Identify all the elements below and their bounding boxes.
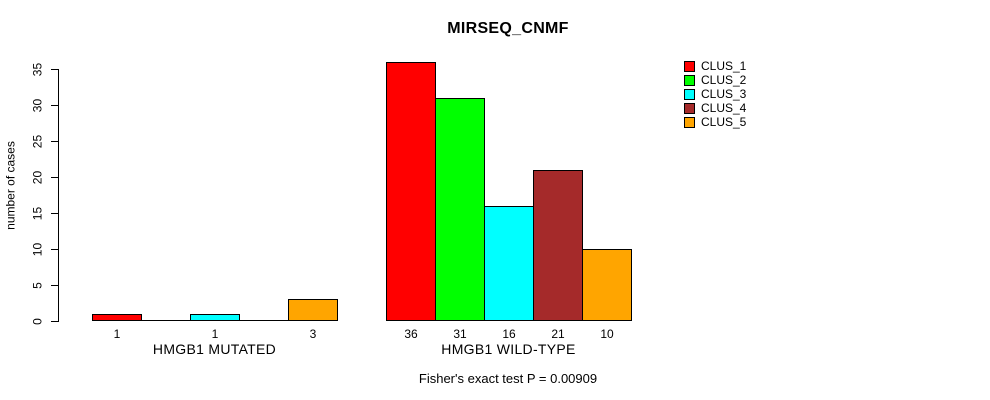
legend-label: CLUS_4 (701, 101, 747, 115)
stat-annotation: Fisher's exact test P = 0.00909 (418, 371, 598, 386)
y-tick (51, 69, 58, 70)
bar-value-label: 1 (211, 327, 219, 341)
y-tick-label: 30 (30, 98, 45, 113)
y-tick-label: 35 (30, 62, 45, 77)
legend-swatch (684, 117, 695, 128)
y-tick (51, 141, 58, 142)
legend-item: CLUS_5 (684, 115, 747, 129)
legend-item: CLUS_1 (684, 59, 747, 73)
legend-swatch (684, 103, 695, 114)
legend: CLUS_1 CLUS_2 CLUS_3 CLUS_4 CLUS_5 (684, 59, 747, 131)
y-axis-label: number of cases (3, 141, 18, 230)
legend-item: CLUS_4 (684, 101, 747, 115)
bar (533, 170, 583, 321)
y-tick-label: 5 (30, 282, 45, 289)
bar (386, 62, 436, 321)
y-tick (51, 285, 58, 286)
legend-label: CLUS_2 (701, 73, 747, 87)
legend-label: CLUS_5 (701, 115, 747, 129)
legend-swatch (684, 89, 695, 100)
y-tick-label: 15 (30, 206, 45, 221)
y-tick-label: 0 (30, 318, 45, 325)
bar-value-label: 1 (113, 327, 121, 341)
legend-swatch (684, 75, 695, 86)
legend-label: CLUS_1 (701, 59, 747, 73)
y-tick (51, 213, 58, 214)
chart-title: MIRSEQ_CNMF (447, 20, 569, 37)
bar (288, 299, 338, 321)
bar-value-label: 21 (551, 327, 565, 341)
y-axis-line (58, 69, 59, 322)
group-label: HMGB1 WILD-TYPE (441, 341, 576, 357)
y-tick-label: 10 (30, 242, 45, 257)
y-tick (51, 321, 58, 322)
bar-value-label: 31 (453, 327, 467, 341)
bar-value-label: 16 (502, 327, 516, 341)
bar-value-label: 3 (309, 327, 317, 341)
bar (435, 98, 485, 321)
bar-value-label: 36 (404, 327, 418, 341)
zero-height-bar (141, 320, 191, 321)
bar-value-label: 10 (600, 327, 614, 341)
legend-item: CLUS_3 (684, 87, 747, 101)
y-tick (51, 105, 58, 106)
y-tick (51, 177, 58, 178)
bar (484, 206, 534, 321)
group-label: HMGB1 MUTATED (152, 341, 277, 357)
bar (190, 314, 240, 321)
legend-item: CLUS_2 (684, 73, 747, 87)
y-tick-label: 20 (30, 170, 45, 185)
legend-label: CLUS_3 (701, 87, 747, 101)
bar (92, 314, 142, 321)
legend-swatch (684, 61, 695, 72)
y-tick (51, 249, 58, 250)
y-tick-label: 25 (30, 134, 45, 149)
zero-height-bar (239, 320, 289, 321)
bar (582, 249, 632, 321)
